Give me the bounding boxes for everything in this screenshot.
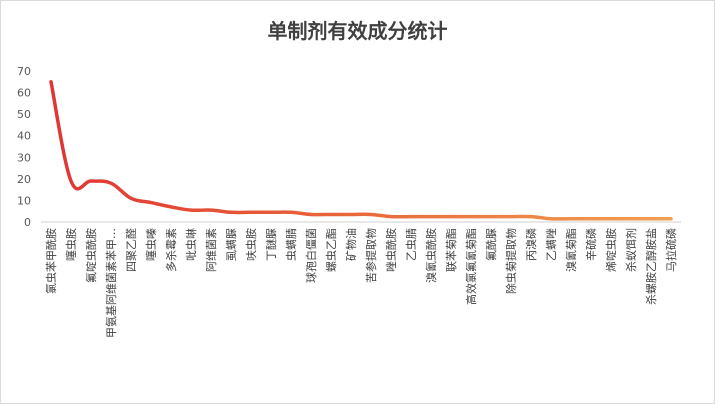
x-tick-label: 氟酰脲 xyxy=(484,228,498,261)
y-tick-label: 0 xyxy=(24,216,31,229)
x-tick-label: 丁醚脲 xyxy=(264,228,278,261)
data-point xyxy=(149,201,153,205)
data-point xyxy=(429,215,433,219)
data-point xyxy=(669,217,673,221)
x-tick-label: 多杀霉素 xyxy=(164,228,178,272)
x-tick-label: 高效氯氟氰菊酯 xyxy=(464,228,478,305)
data-point xyxy=(609,217,613,221)
data-point xyxy=(329,212,333,216)
x-tick-label: 唑虫酰胺 xyxy=(384,228,398,272)
x-tick-label: 吡虫啉 xyxy=(185,228,198,261)
x-tick-label: 溴氰菊酯 xyxy=(564,228,578,272)
x-tick-label: 苦参提取物 xyxy=(364,228,378,283)
x-tick-label: 阿维菌素 xyxy=(205,228,218,272)
data-point xyxy=(309,212,313,216)
data-point xyxy=(649,217,653,221)
x-tick-label: 辛硫磷 xyxy=(584,228,598,261)
y-tick-label: 60 xyxy=(17,87,31,100)
data-point xyxy=(289,210,293,214)
data-point xyxy=(89,179,93,183)
data-point xyxy=(469,215,473,219)
data-point xyxy=(389,215,393,219)
series-line xyxy=(49,80,673,221)
y-tick-label: 70 xyxy=(17,65,31,78)
x-tick-label: 虱螨脲 xyxy=(225,228,238,261)
data-point xyxy=(269,210,273,214)
y-tick-label: 30 xyxy=(17,151,31,164)
x-tick-label: 烯啶虫胺 xyxy=(604,228,618,272)
data-point xyxy=(229,210,233,214)
data-point xyxy=(549,217,553,221)
y-tick-label: 40 xyxy=(17,130,31,143)
x-tick-label: 噻虫嗪 xyxy=(144,228,158,261)
data-point xyxy=(349,212,353,216)
x-axis: 氯虫苯甲酰胺 噻虫胺 氟啶虫酰胺 甲氨基阿维菌素苯甲… 四聚乙醛 噻虫嗪 多杀霉素 吡虫啉 阿维… xyxy=(41,221,681,338)
x-tick-label: 杀螺胺乙醇胺盐 xyxy=(644,228,658,305)
data-point xyxy=(189,208,193,212)
x-tick-label: 虫螨腈 xyxy=(285,228,298,261)
data-point xyxy=(529,215,533,219)
x-tick-label: 四聚乙醛 xyxy=(124,228,138,272)
x-tick-label: 氟啶虫酰胺 xyxy=(84,228,98,283)
data-point xyxy=(629,217,633,221)
x-tick-label: 噻虫胺 xyxy=(64,228,78,261)
data-point xyxy=(509,215,513,219)
x-tick-label: 联苯菊酯 xyxy=(444,228,458,272)
data-point xyxy=(69,179,73,183)
x-tick-label: 马拉硫磷 xyxy=(664,228,678,272)
data-point xyxy=(409,215,413,219)
data-point xyxy=(489,215,493,219)
x-tick-label: 呋虫胺 xyxy=(244,228,258,261)
data-point xyxy=(449,215,453,219)
data-point xyxy=(249,210,253,214)
data-point xyxy=(369,212,373,216)
x-tick-label: 丙溴磷 xyxy=(524,228,538,261)
x-tick-label: 甲氨基阿维菌素苯甲… xyxy=(104,228,118,338)
chart-title: 单制剂有效成分统计 xyxy=(267,19,448,43)
x-tick-label: 除虫菊提取物 xyxy=(504,228,518,294)
y-tick-label: 10 xyxy=(17,194,31,207)
x-tick-label: 矿物油 xyxy=(344,228,358,261)
y-axis: 0 10 20 30 40 50 60 70 xyxy=(17,65,31,229)
x-tick-label: 乙螨唑 xyxy=(545,228,558,261)
x-tick-label: 溴氰虫酰胺 xyxy=(424,228,438,283)
x-tick-label: 螺虫乙酯 xyxy=(325,228,338,272)
data-point xyxy=(109,181,113,185)
data-point xyxy=(129,196,133,200)
x-tick-label: 球孢白僵菌 xyxy=(304,228,318,283)
data-point xyxy=(169,205,173,209)
data-point xyxy=(209,208,213,212)
data-point xyxy=(569,217,573,221)
x-tick-label: 乙虫腈 xyxy=(405,228,418,261)
y-tick-label: 20 xyxy=(17,173,31,186)
x-tick-label: 氯虫苯甲酰胺 xyxy=(44,228,58,294)
y-tick-label: 50 xyxy=(17,108,31,121)
data-point xyxy=(589,217,593,221)
data-point xyxy=(49,80,53,84)
x-tick-label: 杀蚁饵剂 xyxy=(624,228,638,272)
